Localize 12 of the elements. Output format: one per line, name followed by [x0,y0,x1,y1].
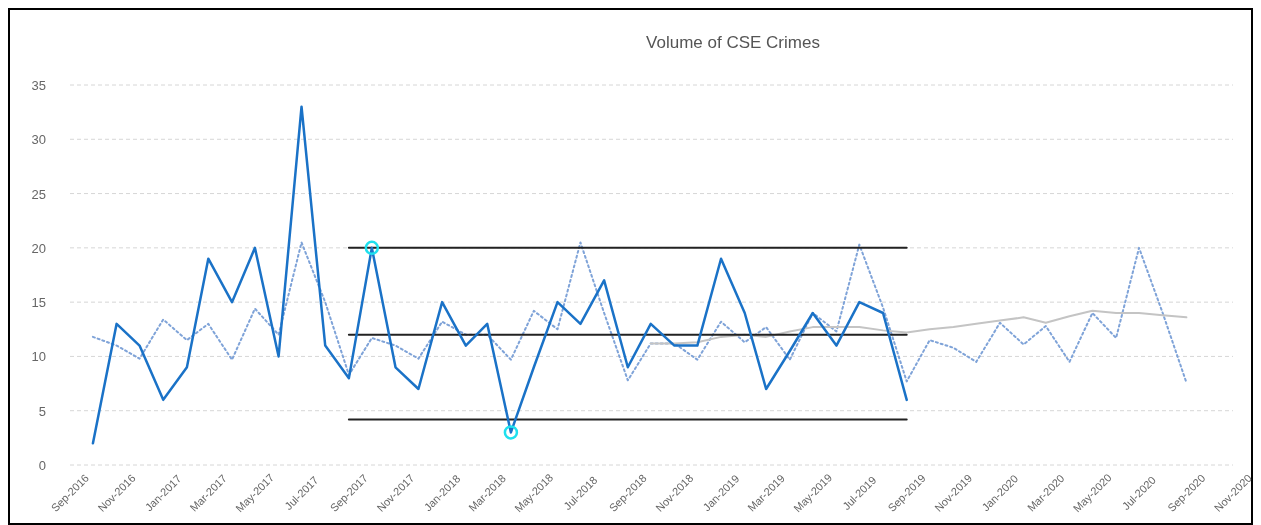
y-tick-label: 20 [31,240,46,256]
y-tick-label: 5 [38,403,46,419]
y-tick-label: 0 [38,458,46,473]
chart-title: Volume of CSE Crimes [646,33,820,52]
y-tick-label: 30 [31,132,46,148]
line-series [91,241,1188,384]
line-series [91,105,908,445]
line-series [649,309,1188,345]
y-tick-label: 15 [31,295,46,311]
y-tick-label: 35 [31,78,46,93]
y-tick-label: 25 [31,186,46,202]
y-tick-label: 10 [31,349,46,365]
